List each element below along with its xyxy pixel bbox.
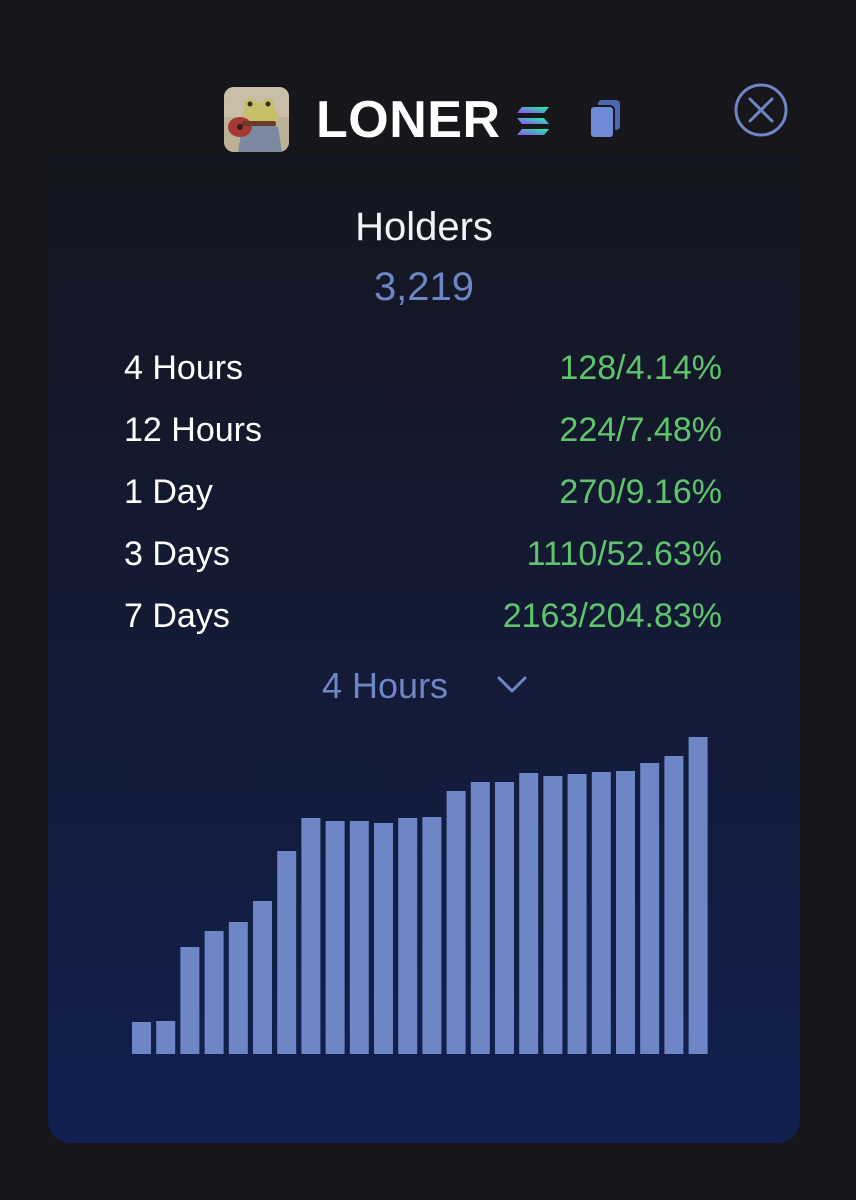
stat-value: 224/7.48% <box>559 411 722 449</box>
stat-label: 1 Day <box>124 473 213 511</box>
stat-label: 3 Days <box>124 535 230 573</box>
token-name: LONER <box>316 91 501 149</box>
holders-count: 3,219 <box>373 265 475 309</box>
stat-row-12-hours: 12 Hours 224/7.48% <box>124 405 722 467</box>
chart-bar <box>664 756 684 1054</box>
holders-card: Holders 3,219 4 Hours 128/4.14% 12 Hours… <box>48 155 800 1143</box>
holders-title: Holders <box>355 205 493 249</box>
stat-value: 1110/52.63% <box>526 535 722 573</box>
solana-icon <box>516 106 550 136</box>
chart-bar <box>398 818 418 1054</box>
chart-bar <box>688 737 708 1054</box>
stat-row-4-hours: 4 Hours 128/4.14% <box>124 343 722 405</box>
stat-label: 4 Hours <box>124 349 244 387</box>
chart-bar <box>591 772 611 1054</box>
chart-bar <box>277 851 297 1054</box>
stat-value: 270/9.16% <box>559 473 722 511</box>
chart-bar <box>567 774 587 1054</box>
holders-bar-chart <box>132 737 708 1054</box>
holders-stats-list: 4 Hours 128/4.14% 12 Hours 224/7.48% 1 D… <box>124 343 722 653</box>
stat-value: 2163/204.83% <box>502 597 722 635</box>
copy-icon[interactable] <box>588 98 622 140</box>
chart-bar <box>204 931 224 1054</box>
stat-label: 12 Hours <box>124 411 262 449</box>
chart-bar <box>301 818 321 1054</box>
stat-label: 7 Days <box>124 597 230 635</box>
chevron-down-icon <box>497 676 527 693</box>
chart-bar <box>228 922 248 1054</box>
stat-row-3-days: 3 Days 1110/52.63% <box>124 529 722 591</box>
chart-bar <box>640 763 660 1054</box>
stat-value: 128/4.14% <box>559 349 722 387</box>
chart-bar <box>470 782 490 1054</box>
chart-bar <box>156 1021 176 1054</box>
chart-bar <box>616 771 635 1054</box>
close-button[interactable] <box>733 82 789 138</box>
token-header: LONER <box>0 83 856 154</box>
chart-bar <box>180 947 200 1054</box>
chart-bar <box>132 1022 151 1054</box>
stat-row-1-day: 1 Day 270/9.16% <box>124 467 722 529</box>
close-circle-icon <box>734 83 788 137</box>
chart-bar <box>519 773 539 1054</box>
time-range-label: 4 Hours <box>322 665 449 706</box>
chart-bar <box>374 823 393 1054</box>
chart-bar <box>422 817 442 1054</box>
stat-row-7-days: 7 Days 2163/204.83% <box>124 591 722 653</box>
chart-bar <box>349 821 369 1054</box>
chart-bar <box>446 791 466 1054</box>
chart-bar <box>325 821 345 1054</box>
time-range-dropdown[interactable]: 4 Hours <box>318 659 538 713</box>
chart-bar <box>253 901 272 1054</box>
chart-bar <box>543 776 563 1054</box>
chart-bar <box>495 782 514 1054</box>
frog-avatar-icon <box>224 87 289 152</box>
